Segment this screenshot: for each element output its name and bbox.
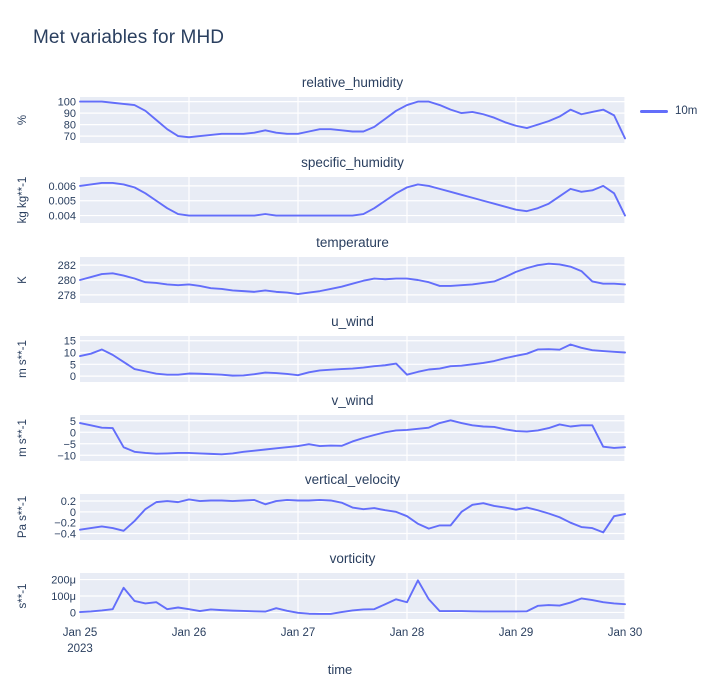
series-line-10m	[79, 343, 626, 377]
series-line-10m	[79, 498, 626, 534]
facet-vorticity: vorticity 0 100μ 200μ s**-1 Jan 25 Jan 26 Jan 2…	[0, 551, 715, 675]
x-tick-label: Jan 27	[281, 627, 316, 639]
y-tick-label: −10	[57, 450, 76, 462]
y-tick-label: 0	[70, 507, 76, 519]
facet-relative-humidity: relative_humidity 70 80 90 100%	[0, 75, 715, 149]
y-tick-label: 100μ	[51, 591, 76, 603]
y-axis-title: s**-1	[17, 584, 29, 609]
x-axis-title: time	[327, 662, 353, 677]
facet-specific-humidity: specific_humidity 0.004 0.005 0.006 kg kg**-…	[0, 155, 715, 229]
y-axis-title: m s**-1	[17, 419, 29, 457]
y-tick-label: −5	[63, 439, 76, 451]
legend-line-swatch	[640, 109, 668, 113]
y-axis-title: K	[17, 276, 29, 284]
x-tick-label: Jan 29	[499, 627, 534, 639]
y-tick-label: 0	[70, 607, 76, 619]
y-tick-label: 0.006	[48, 181, 76, 193]
page-title: Met variables for MHD	[33, 27, 225, 48]
y-axis-title: Pa s**-1	[17, 496, 29, 538]
y-tick-label: 278	[58, 290, 76, 302]
facet-title: vertical_velocity	[304, 472, 401, 487]
y-tick-label: 5	[70, 416, 76, 428]
facet-temperature: temperature 278 280 282 K	[0, 235, 715, 309]
y-tick-label: 282	[58, 260, 76, 272]
facet-title: v_wind	[331, 393, 374, 408]
y-tick-label: −0.2	[54, 518, 76, 530]
facet-title: specific_humidity	[301, 155, 404, 170]
y-tick-label: 80	[64, 120, 76, 132]
plot-svg: 0.004 0.005 0.006 kg kg**-1	[17, 177, 626, 224]
legend-label: 10m	[675, 105, 698, 117]
x-tick-year-label: 2023	[67, 643, 93, 655]
plot-svg: 0 100μ 200μ s**-1 Jan 25 Jan 26 Jan 27 Jan 28 Ja…	[17, 573, 643, 655]
y-tick-label: 90	[64, 108, 76, 120]
x-tick-label: Jan 28	[390, 627, 425, 639]
x-tick-label: Jan 26	[172, 627, 207, 639]
facet-u-wind: u_wind 0 5 10 15 m s**-1	[0, 314, 715, 388]
plot-svg: 278 280 282 K	[17, 257, 626, 303]
y-tick-label: 10	[64, 348, 76, 360]
y-axis-title: %	[17, 115, 29, 125]
facet-v-wind: v_wind −10 −5 0 5 m s**-1	[0, 393, 715, 467]
y-tick-label: 0.2	[61, 496, 76, 508]
x-tick-label: Jan 30	[608, 627, 643, 639]
y-tick-label: 0	[70, 427, 76, 439]
y-tick-label: 0	[70, 371, 76, 383]
y-tick-label: −0.4	[54, 529, 76, 541]
y-tick-label: 0.004	[48, 211, 76, 223]
series-line-10m	[79, 181, 626, 217]
facet-title: relative_humidity	[301, 75, 404, 90]
plot-background	[80, 97, 625, 143]
y-tick-label: 70	[64, 131, 76, 143]
y-tick-label: 0.005	[48, 196, 76, 208]
series-line-10m	[79, 100, 626, 140]
y-axis-title: m s**-1	[17, 340, 29, 378]
facet-title: u_wind	[331, 314, 374, 329]
facet-title: temperature	[316, 235, 389, 250]
x-tick-label: Jan 25	[63, 627, 98, 639]
y-tick-label: 280	[58, 275, 76, 287]
series-line-10m	[79, 262, 626, 296]
facet-vertical-velocity: vertical_velocity −0.4 −0.2 0 0.2 Pa s**-1	[0, 472, 715, 546]
y-tick-label: 100	[58, 97, 76, 109]
y-tick-label: 5	[70, 359, 76, 371]
y-axis-title: kg kg**-1	[17, 177, 29, 224]
y-tick-label: 15	[64, 336, 76, 348]
y-tick-label: 200μ	[51, 575, 76, 587]
series-line-10m	[79, 419, 626, 456]
plot-svg: −10−505 m s**-1	[17, 415, 626, 462]
facet-title: vorticity	[329, 551, 376, 566]
plot-svg: −0.4−0.200.2 Pa s**-1	[17, 494, 626, 541]
series-line-10m	[79, 579, 626, 615]
legend[interactable]: 10m	[640, 105, 697, 117]
